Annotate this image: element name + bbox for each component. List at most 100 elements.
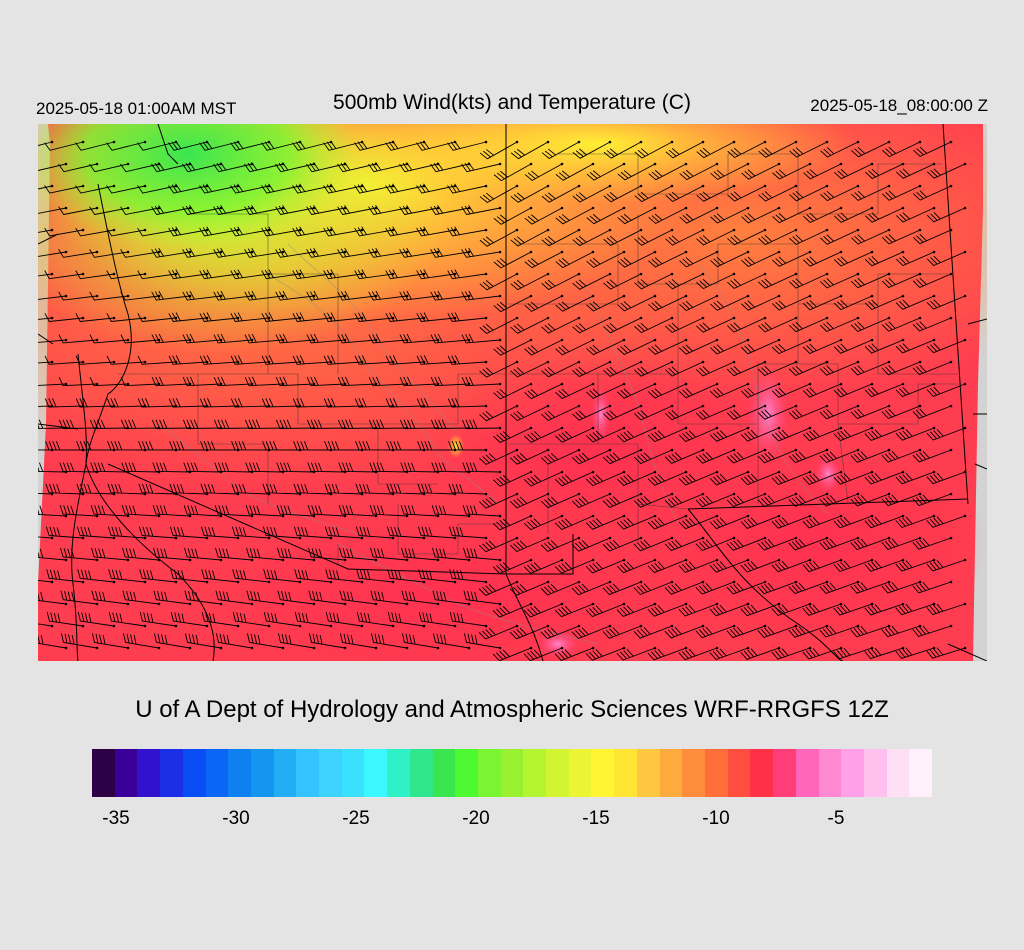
wind-barb (864, 515, 904, 529)
wind-barb-station (732, 272, 736, 276)
wind-barb (183, 505, 222, 517)
wind-barb-station (839, 646, 843, 650)
wind-barb-station (126, 558, 130, 562)
wind-barb-station (653, 470, 657, 474)
wind-barb-station (856, 492, 860, 496)
wind-barb (385, 183, 425, 194)
wind-barb-station (515, 140, 519, 144)
wind-barb (555, 383, 594, 399)
wind-barb (213, 205, 253, 215)
wind-barb (182, 333, 222, 344)
wind-barb (46, 569, 84, 583)
wind-barb (741, 339, 780, 355)
wind-barb (168, 140, 208, 151)
wind-barb-station (515, 448, 519, 452)
colorbar-tick-label: -5 (827, 808, 845, 829)
wind-barb-station (963, 426, 967, 430)
wind-barb-station (670, 404, 674, 408)
wind-barb (648, 295, 687, 312)
wind-barb (306, 333, 346, 344)
wind-barb-station (64, 162, 68, 166)
wind-barb-station (50, 140, 54, 144)
colorbar-segment-28 (727, 749, 751, 797)
wind-barb-station (622, 602, 626, 606)
wind-barb-station (622, 338, 626, 342)
wind-barb-station (281, 602, 285, 606)
wind-barb-station (374, 558, 378, 562)
wind-barb-station (498, 646, 502, 650)
wind-barb-station (267, 492, 271, 496)
wind-barb (541, 273, 580, 290)
wind-barb (75, 141, 115, 151)
wind-barb (586, 383, 625, 399)
wind-barb (183, 462, 222, 473)
wind-barb (77, 611, 115, 627)
wind-barb (417, 483, 456, 495)
wind-barb (230, 398, 270, 408)
wind-barb (524, 163, 563, 181)
colorbar-segment-18 (500, 749, 524, 797)
wind-barb (648, 339, 687, 355)
wind-barb (231, 526, 270, 539)
wind-barb-station (777, 206, 781, 210)
wind-barb (58, 377, 98, 387)
wind-barb (834, 163, 873, 180)
wind-barb (895, 383, 935, 398)
wind-barb (634, 185, 673, 203)
colorbar-segment-32 (818, 749, 842, 797)
wind-barb (152, 419, 191, 429)
wind-barb-station (794, 228, 798, 232)
wind-barb-station (949, 448, 953, 452)
wind-barb-station (64, 558, 68, 562)
wind-barb-station (515, 536, 519, 540)
wind-barb-station (143, 624, 147, 628)
wind-barb-station (839, 294, 843, 298)
wind-barb-station (715, 250, 719, 254)
wind-barb (75, 313, 115, 322)
wind-barb-station (963, 338, 967, 342)
wind-barb (479, 229, 518, 247)
wind-barb-station (126, 162, 130, 166)
wind-barb (633, 625, 673, 639)
wind-barb-station (205, 536, 209, 540)
wind-barb (678, 559, 718, 573)
wind-barb (416, 398, 456, 408)
wind-barb (788, 405, 828, 420)
wind-barb (789, 185, 828, 202)
wind-barb-station (143, 316, 147, 320)
colorbar-segment-36 (909, 749, 933, 797)
wind-barb (153, 547, 191, 561)
wind-barb (385, 226, 425, 237)
wind-barb-station (777, 558, 781, 562)
wind-barb (493, 427, 532, 443)
wind-barb (430, 333, 470, 344)
wind-barb-station (670, 360, 674, 364)
wind-barb (772, 295, 811, 311)
wind-barb (679, 163, 718, 181)
wind-barb (881, 405, 921, 419)
wind-barb-station (529, 294, 533, 298)
wind-barb-station (81, 360, 85, 364)
wind-barb (788, 625, 828, 638)
wind-barb (90, 462, 129, 473)
wind-barb (802, 471, 842, 485)
wind-barb-station (498, 470, 502, 474)
wind-barb-station (918, 536, 922, 540)
wind-barb (214, 419, 253, 429)
wind-barb (696, 317, 735, 333)
wind-barb (493, 339, 532, 356)
wind-barb-station (95, 558, 99, 562)
wind-barb-station (763, 140, 767, 144)
wind-barb (603, 449, 642, 465)
wind-barb (38, 548, 67, 561)
wind-barb-station (949, 316, 953, 320)
wind-barb-station (360, 492, 364, 496)
wind-barb (648, 383, 687, 399)
wind-barb-station (639, 228, 643, 232)
wind-barb (461, 162, 501, 173)
wind-barb-station (484, 492, 488, 496)
wind-barb (447, 226, 487, 237)
wind-barb (355, 526, 394, 539)
wind-barb (58, 291, 98, 301)
wind-barb (740, 515, 780, 529)
